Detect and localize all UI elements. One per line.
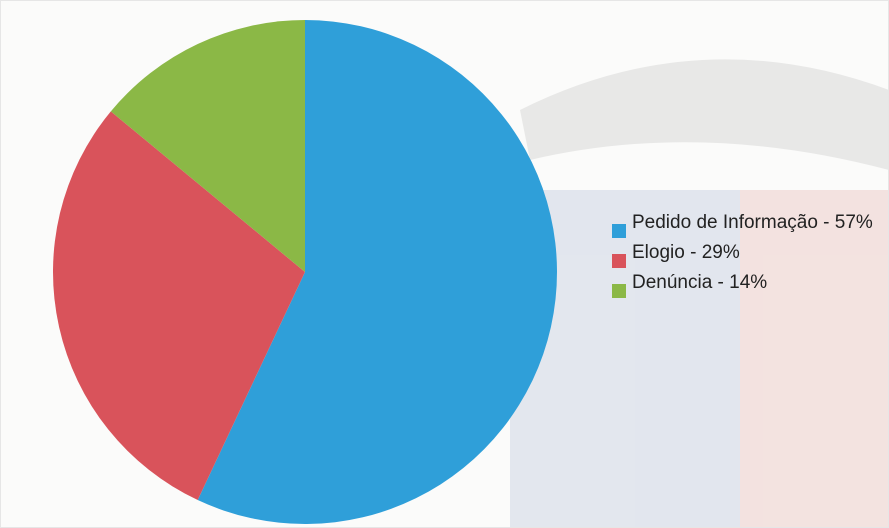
legend-item: Pedido de Informação - 57% bbox=[612, 212, 882, 238]
legend-label: Pedido de Informação - 57% bbox=[632, 212, 873, 233]
legend-swatch bbox=[612, 224, 626, 238]
pie-slice bbox=[197, 20, 557, 524]
legend-item: Denúncia - 14% bbox=[612, 272, 882, 298]
pie-slice bbox=[110, 20, 306, 272]
legend-label: Denúncia - 14% bbox=[632, 272, 768, 293]
pie-slice bbox=[52, 111, 305, 501]
legend: Pedido de Informação - 57% Elogio - 29% De… bbox=[612, 212, 882, 302]
legend-item: Elogio - 29% bbox=[612, 242, 882, 268]
watermark bbox=[510, 59, 889, 528]
legend-swatch bbox=[612, 254, 626, 268]
legend-swatch bbox=[612, 284, 626, 298]
legend-label: Elogio - 29% bbox=[632, 242, 740, 263]
